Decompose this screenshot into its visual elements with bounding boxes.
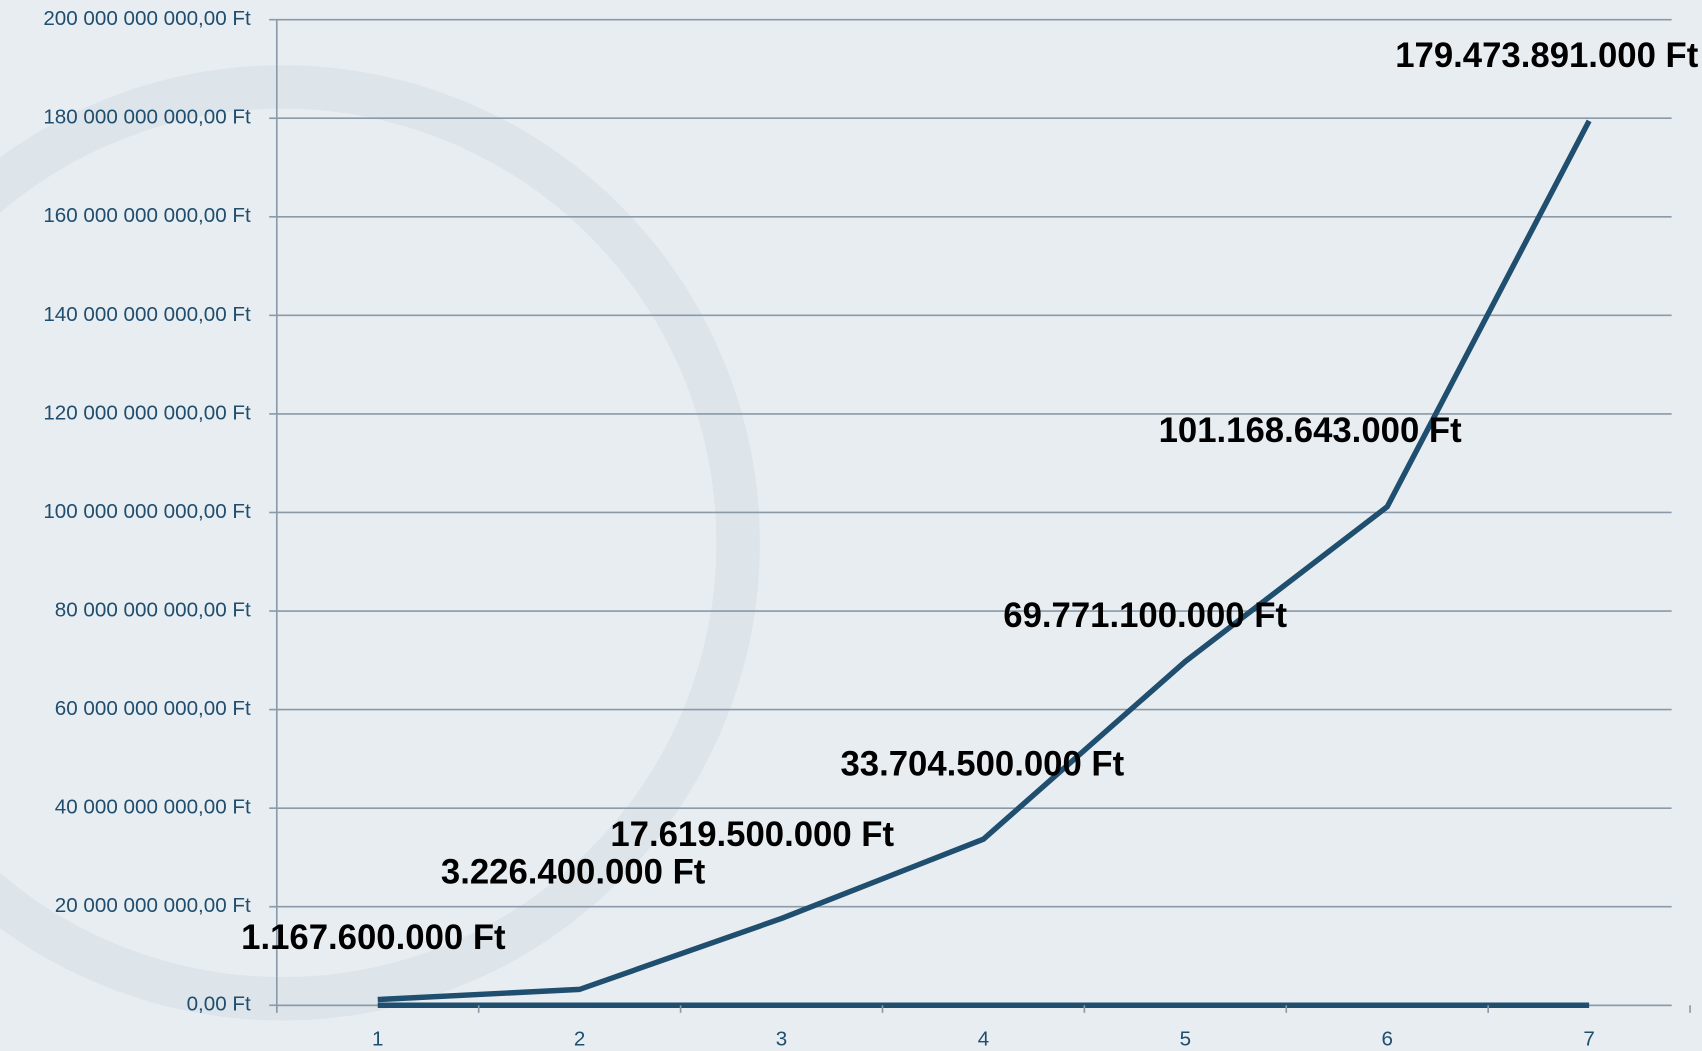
line [377,119,1592,1003]
x-tick-label: 2 [574,1027,585,1050]
y-tick-label: 180 000 000 000,00 Ft [43,106,251,129]
data-label: 69.771.100.000 Ft [1003,597,1287,635]
y-tick-label: 80 000 000 000,00 Ft [55,598,251,621]
y-tick-label: 200 000 000 000,00 Ft [43,7,251,30]
x-tick-label: 3 [776,1027,787,1050]
y-tick-label: 120 000 000 000,00 Ft [43,401,251,424]
watermark [0,65,760,1021]
y-tick-label: 140 000 000 000,00 Ft [43,303,251,326]
data-label: 17.619.500.000 Ft [610,816,894,854]
y-tick-label: 40 000 000 000,00 Ft [55,796,251,819]
y-tick-label: 60 000 000 000,00 Ft [55,697,251,720]
data-label: 101.168.643.000 Ft [1159,412,1462,450]
x-tick-label: 4 [978,1027,989,1050]
x-tick-label: 5 [1180,1027,1191,1050]
data-label: 33.704.500.000 Ft [840,746,1124,784]
data-label: 179.473.891.000 Ft [1395,37,1698,75]
data-label: 1.167.600.000 Ft [241,919,506,957]
x-tick-label: 6 [1381,1027,1392,1050]
y-tick-label: 100 000 000 000,00 Ft [43,500,251,523]
y-tick-label: 20 000 000 000,00 Ft [55,894,251,917]
y-tick-label: 0,00 Ft [187,993,251,1016]
y-tick-label: 160 000 000 000,00 Ft [43,204,251,227]
x-tick-label: 1 [372,1027,383,1050]
data-label: 3.226.400.000 Ft [441,853,706,891]
x-tick-label: 7 [1583,1027,1594,1050]
